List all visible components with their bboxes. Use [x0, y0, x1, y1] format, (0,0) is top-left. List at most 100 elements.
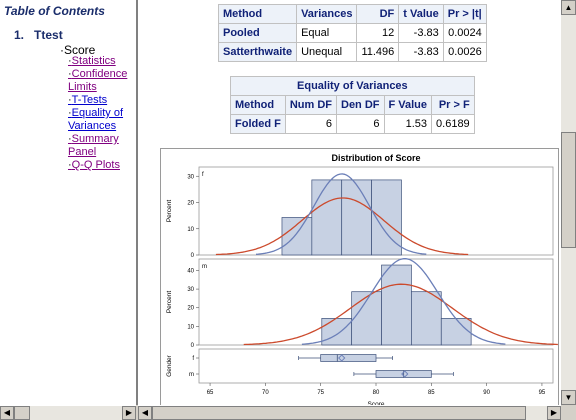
- table-cell: 0.0024: [442, 23, 487, 43]
- scroll-left-arrow-icon[interactable]: ◀: [138, 406, 152, 420]
- vertical-scroll-thumb[interactable]: [561, 132, 576, 248]
- boxplot-mean-marker: [338, 354, 346, 362]
- x-tick-label: 85: [428, 390, 435, 396]
- row-header: Pooled: [217, 23, 298, 43]
- y-axis-label: Percent: [166, 291, 173, 314]
- toc-proc-number: 1.: [14, 28, 25, 42]
- column-header: Method: [217, 4, 298, 24]
- table-header-row: Method Num DF Den DF F Value Pr > F: [230, 95, 475, 115]
- boxplot-group-label: f: [192, 356, 194, 362]
- toc-proc-item[interactable]: 1. Ttest: [14, 28, 73, 42]
- table-cell: -3.83: [398, 23, 444, 43]
- x-tick-label: 95: [539, 390, 546, 396]
- column-header: Num DF: [284, 95, 338, 115]
- scroll-right-arrow-icon[interactable]: ▶: [547, 406, 561, 420]
- toc-link-summary-panel[interactable]: ·Summary Panel: [68, 133, 119, 158]
- boxplot-group-label: m: [189, 372, 194, 378]
- column-header: t Value: [398, 4, 444, 24]
- histogram-bar: [311, 179, 343, 256]
- boxplot-mean-marker: [401, 370, 409, 378]
- column-header: F Value: [383, 95, 433, 115]
- horizontal-scroll-thumb[interactable]: [152, 406, 526, 420]
- column-header: Pr > |t|: [442, 4, 487, 24]
- ttests-table: Method Variances DF t Value Pr > |t| Poo…: [217, 4, 487, 62]
- histogram-bar: [281, 217, 313, 256]
- toc-link-qq-plots[interactable]: ·Q-Q Plots: [68, 159, 120, 171]
- y-tick-label: 0: [191, 253, 195, 259]
- toc-pane[interactable]: Table of Contents 1. Ttest ·Score ·Statis…: [0, 0, 138, 405]
- row-header: Folded F: [230, 114, 286, 134]
- table-cell: 6: [336, 114, 385, 134]
- table-cell: 6: [284, 114, 338, 134]
- normal-density-curve: [301, 258, 506, 345]
- table-cell: 0.6189: [431, 114, 475, 134]
- y-tick-label: 0: [191, 343, 195, 349]
- y-tick-label: 20: [187, 201, 194, 207]
- scroll-down-arrow-icon[interactable]: ▼: [561, 390, 576, 405]
- scroll-thumb[interactable]: [14, 406, 30, 420]
- kernel-density-curve: [243, 283, 558, 346]
- table-cell: Equal: [296, 23, 358, 43]
- normal-density-curve: [255, 173, 427, 255]
- toc-group-label: Score: [64, 43, 96, 57]
- table-row: Pooled Equal 12 -3.83 0.0024: [217, 23, 487, 43]
- boxplot-box: [320, 354, 377, 362]
- table-header-row: Method Variances DF t Value Pr > |t|: [217, 4, 487, 24]
- toc-title: Table of Contents: [4, 4, 105, 18]
- boxplot-y-label: Gender: [166, 354, 173, 377]
- toc-link-statistics[interactable]: ·Statistics: [68, 55, 116, 67]
- histogram-bar: [411, 291, 442, 346]
- histogram-bar: [321, 318, 353, 346]
- x-axis-label: Score: [368, 401, 385, 405]
- table-row: Satterthwaite Unequal 11.496 -3.83 0.002…: [217, 42, 487, 62]
- y-tick-label: 40: [187, 268, 194, 274]
- x-tick-label: 75: [317, 390, 324, 396]
- table-caption: Equality of Variances: [230, 76, 475, 96]
- panel-group-label: f: [202, 172, 204, 178]
- toc-proc-name: Ttest: [34, 28, 63, 42]
- table-cell: 1.53: [383, 114, 433, 134]
- scroll-up-arrow-icon[interactable]: ▲: [561, 0, 576, 15]
- column-header: Pr > F: [431, 95, 475, 115]
- content-vertical-scrollbar[interactable]: ▲ ▼: [561, 0, 576, 405]
- toc-link-confidence-limits[interactable]: ·Confidence Limits: [68, 68, 128, 93]
- y-axis-label: Percent: [166, 200, 173, 223]
- table-cell: -3.83: [398, 42, 444, 62]
- toc-horizontal-scrollbar[interactable]: ◀ ▶: [0, 405, 136, 420]
- scroll-left-arrow-icon[interactable]: ◀: [0, 406, 14, 420]
- column-header: DF: [356, 4, 400, 24]
- toc-group-score[interactable]: ·Score: [60, 43, 96, 57]
- histogram-bar: [341, 179, 372, 256]
- chart-title: Distribution of Score: [331, 153, 420, 163]
- y-tick-label: 10: [187, 324, 194, 330]
- distribution-chart: Distribution of Score f 0 10 20 30 Percent m 0 10…: [160, 148, 559, 405]
- y-tick-label: 20: [187, 306, 194, 312]
- row-header: Satterthwaite: [217, 42, 298, 62]
- column-header: Den DF: [336, 95, 385, 115]
- x-tick-label: 80: [373, 390, 380, 396]
- x-tick-label: 70: [262, 390, 269, 396]
- toc-link-equality-of-variances[interactable]: ·Equality of Variances: [68, 107, 124, 132]
- y-tick-label: 10: [187, 227, 194, 233]
- table-cell: 11.496: [356, 42, 400, 62]
- table-row: Folded F 6 6 1.53 0.6189: [230, 114, 475, 134]
- histogram-bar: [381, 264, 412, 346]
- kernel-density-curve: [215, 197, 469, 256]
- histogram-bar: [440, 318, 472, 346]
- y-tick-label: 30: [187, 174, 194, 180]
- table-cell: Unequal: [296, 42, 358, 62]
- column-header: Variances: [296, 4, 358, 24]
- content-horizontal-scrollbar[interactable]: ◀ ▶: [138, 405, 561, 420]
- scroll-right-arrow-icon[interactable]: ▶: [122, 406, 136, 420]
- y-tick-label: 30: [187, 287, 194, 293]
- column-header: Method: [230, 95, 286, 115]
- toc-link-list: ·Statistics ·Confidence Limits ·T-Tests …: [68, 55, 134, 172]
- panel-group-label: m: [202, 264, 207, 270]
- scrollbar-corner: [561, 405, 576, 419]
- table-cell: 0.0026: [442, 42, 487, 62]
- table-cell: 12: [356, 23, 400, 43]
- content-pane[interactable]: Method Variances DF t Value Pr > |t| Poo…: [138, 0, 561, 405]
- x-tick-label: 90: [483, 390, 490, 396]
- x-tick-label: 65: [207, 390, 214, 396]
- toc-link-t-tests[interactable]: ·T-Tests: [68, 94, 108, 106]
